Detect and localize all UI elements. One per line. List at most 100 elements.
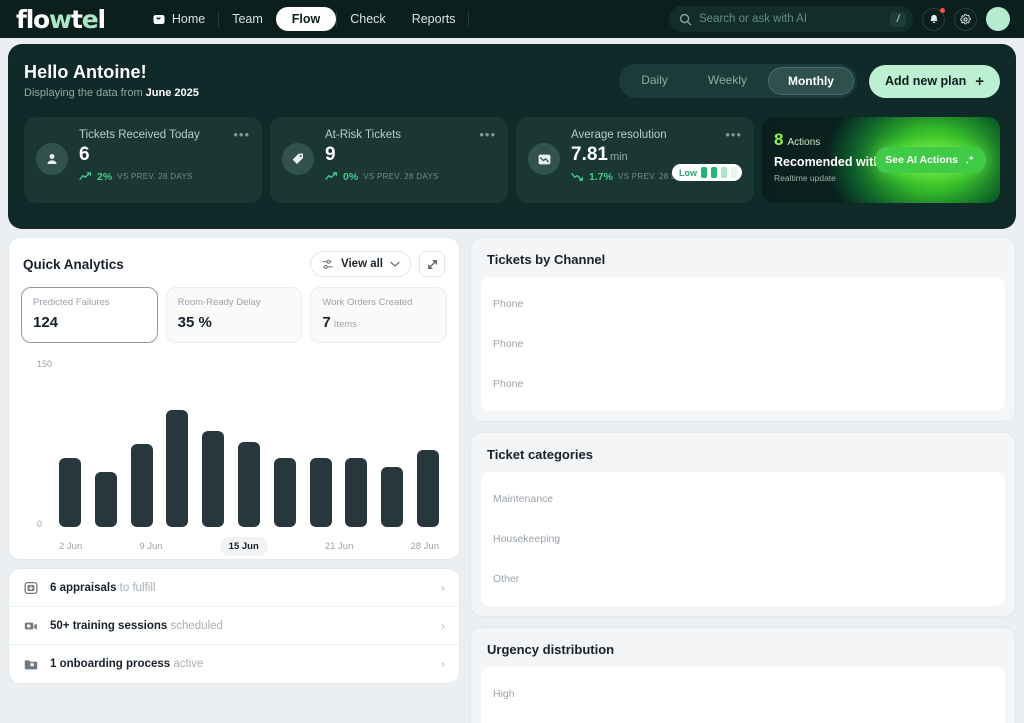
list-item-text: 1 onboarding process active <box>50 658 203 670</box>
metric-value-unit: Items <box>333 319 357 330</box>
range-option-monthly[interactable]: Monthly <box>767 67 854 95</box>
ticket-categories-title: Ticket categories <box>487 447 593 462</box>
trend-down-icon <box>571 172 584 182</box>
status-badge: Low <box>672 164 742 181</box>
chart-bar[interactable] <box>309 457 332 527</box>
kpi-card-tickets-received[interactable]: Tickets Received Today 6 2% VS PREV. 28 … <box>24 117 262 203</box>
notifications-button[interactable] <box>922 7 945 31</box>
right-column: Tickets by Channel Phone Phone Phone <box>470 237 1016 723</box>
chart-x-axis: 2 Jun 9 Jun 15 Jun 21 Jun 28 Jun <box>59 535 439 557</box>
hbar-label: Housekeeping <box>493 533 561 545</box>
list-item-bold: 6 appraisals <box>50 581 117 594</box>
nav-item-flow[interactable]: Flow <box>275 7 337 31</box>
app-logo[interactable]: flowtel <box>16 4 106 34</box>
quick-analytics-actions: View all <box>310 251 445 277</box>
chart-bar[interactable] <box>416 450 439 527</box>
home-icon <box>152 12 166 26</box>
primary-nav: Home Team Flow Check Reports <box>139 7 470 31</box>
kpi-card-average-resolution[interactable]: Average resolution 7.81 min 1.7% VS PREV.… <box>516 117 754 203</box>
chevron-down-icon <box>390 261 400 268</box>
nav-right-cluster: Search or ask with AI / <box>669 6 1012 32</box>
urgency-distribution-chart: High Medium <box>481 667 1005 723</box>
notification-badge-dot <box>940 7 945 13</box>
metric-tile-work-orders-created[interactable]: Work Orders Created 7 Items <box>310 287 448 343</box>
level-bar-2 <box>711 167 717 178</box>
chart-down-icon <box>528 143 560 175</box>
chart-bar[interactable] <box>202 431 225 527</box>
kpi-delta-note: VS PREV. 28 DAYS <box>363 172 439 182</box>
add-plan-label: Add new plan <box>884 74 967 88</box>
kpi-delta: 2% VS PREV. 28 DAYS <box>79 171 250 183</box>
chart-bar[interactable] <box>345 457 368 527</box>
list-item-training-sessions[interactable]: 50+ training sessions scheduled › <box>9 607 459 645</box>
inbox-download-icon <box>23 580 39 596</box>
level-bar-1 <box>701 167 707 178</box>
hbar-track <box>585 292 993 316</box>
nav-item-check[interactable]: Check <box>337 7 398 31</box>
hbar-track <box>585 487 993 511</box>
list-item-muted: scheduled <box>167 619 223 632</box>
metric-label: Work Orders Created <box>322 297 413 308</box>
list-item-onboarding-process[interactable]: 1 onboarding process active › <box>9 645 459 683</box>
folder-icon <box>23 656 39 672</box>
kpi-value: 9 <box>325 144 336 165</box>
chevron-right-icon: › <box>441 657 445 671</box>
chart-bar[interactable] <box>237 441 260 527</box>
nav-item-reports[interactable]: Reports <box>399 7 469 31</box>
status-badge-label: Low <box>679 167 697 178</box>
metric-tile-room-ready-delay[interactable]: Room-Ready Delay 35 % <box>165 287 303 343</box>
hbar-row: Housekeeping <box>493 526 993 552</box>
urgency-distribution-panel: Urgency distribution High Medium <box>470 627 1016 723</box>
list-item-appraisals[interactable]: 6 appraisals to fulfill › <box>9 569 459 607</box>
range-option-daily[interactable]: Daily <box>641 73 668 87</box>
tag-icon <box>282 143 314 175</box>
hbar-label: Phone <box>493 378 524 390</box>
expand-panel-button[interactable] <box>419 251 445 277</box>
video-icon <box>23 618 39 634</box>
kpi-card-row: Tickets Received Today 6 2% VS PREV. 28 … <box>24 117 1000 203</box>
kpi-menu-icon[interactable]: ••• <box>233 127 250 142</box>
search-input[interactable]: Search or ask with AI / <box>669 6 913 32</box>
chart-bar[interactable] <box>273 457 296 527</box>
plus-icon: + <box>975 72 984 90</box>
kpi-value: 7.81 min <box>571 145 742 165</box>
kpi-value: 6 <box>79 144 90 165</box>
kpi-delta-percent: 2% <box>97 170 113 183</box>
kpi-menu-icon[interactable]: ••• <box>479 127 496 142</box>
chevron-right-icon: › <box>441 580 445 595</box>
chart-bar[interactable] <box>59 457 81 527</box>
range-option-weekly[interactable]: Weekly <box>707 73 747 87</box>
user-avatar[interactable] <box>986 7 1010 31</box>
hero-text-block: Hello Antoine! Displaying the data from … <box>24 62 199 99</box>
view-all-button[interactable]: View all <box>310 251 411 277</box>
x-tick-15-jun[interactable]: 15 Jun <box>219 536 268 556</box>
chart-bar[interactable] <box>381 467 404 527</box>
list-item-text: 50+ training sessions scheduled <box>50 620 223 632</box>
metric-value: 35 % <box>177 314 212 331</box>
nav-item-home[interactable]: Home <box>139 7 218 31</box>
kpi-delta-note: VS PREV. 28 DAYS <box>617 172 694 182</box>
see-ai-actions-button[interactable]: See AI Actions <box>875 147 986 173</box>
hbar-track <box>585 332 993 356</box>
chart-bar[interactable] <box>166 409 189 527</box>
hbar-row: Phone <box>493 331 993 357</box>
nav-label-team: Team <box>232 12 263 26</box>
nav-item-team[interactable]: Team <box>219 7 276 31</box>
chart-bar[interactable] <box>130 443 153 527</box>
expand-icon <box>426 258 439 271</box>
chart-bar[interactable] <box>94 471 117 527</box>
kpi-delta: 0% VS PREV. 28 DAYS <box>325 171 496 183</box>
hbar-label: Phone <box>493 298 524 310</box>
settings-button[interactable] <box>954 7 977 31</box>
search-placeholder: Search or ask with AI <box>699 13 808 25</box>
nav-divider <box>218 11 220 27</box>
ai-title-prefix: Recomended with <box>774 155 884 169</box>
metric-tile-predicted-failures[interactable]: Predicted Failures 124 <box>21 287 158 343</box>
kpi-card-at-risk-tickets[interactable]: At-Risk Tickets 9 0% VS PREV. 28 DAYS ••… <box>270 117 508 203</box>
trend-up-icon <box>79 172 92 181</box>
kpi-menu-icon[interactable]: ••• <box>725 127 742 142</box>
trend-up-icon <box>325 172 338 181</box>
add-new-plan-button[interactable]: Add new plan + <box>868 64 1000 98</box>
filter-icon <box>321 258 334 271</box>
